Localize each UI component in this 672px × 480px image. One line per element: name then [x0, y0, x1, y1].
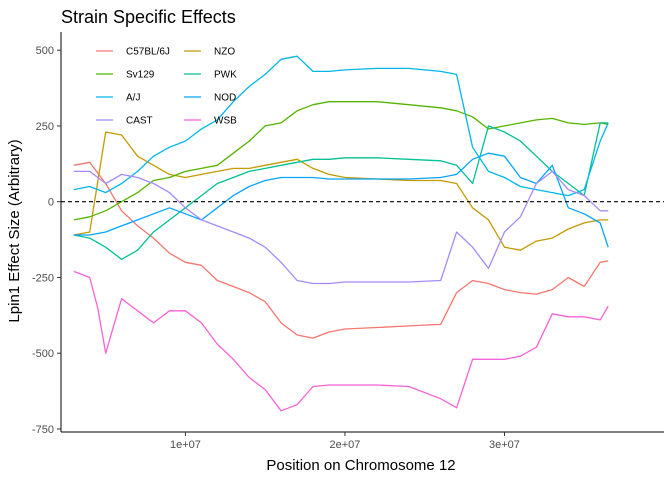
legend-label-a-j: A/J	[126, 93, 140, 104]
legend-label-nzo: NZO	[214, 47, 235, 58]
series-line-pwk	[73, 122, 609, 260]
y-tick-label: -250	[32, 272, 54, 284]
series-line-nod	[73, 152, 609, 248]
series-line-wsb	[73, 270, 609, 412]
x-tick-label: 2e+07	[329, 439, 360, 451]
x-tick-label: 1e+07	[170, 439, 201, 451]
legend: C57BL/6J NZO Sv129 PWK A/J NOD CAST WSB	[96, 47, 237, 127]
x-tick-label: 3e+07	[489, 439, 520, 451]
legend-label-nod: NOD	[214, 93, 236, 104]
series-line-nzo	[73, 131, 609, 251]
x-axis-ticks: 1e+07 2e+07 3e+07	[170, 432, 520, 451]
series-lines	[73, 55, 609, 412]
legend-label-c57bl-6j: C57BL/6J	[126, 47, 170, 58]
chart-title: Strain Specific Effects	[61, 7, 236, 27]
series-line-sv129	[73, 101, 609, 221]
y-tick-label: 500	[36, 45, 54, 57]
series-line-cast	[73, 170, 609, 285]
legend-label-sv129: Sv129	[126, 70, 155, 81]
y-tick-label: 0	[48, 197, 54, 209]
y-tick-label: -750	[32, 424, 54, 436]
legend-label-wsb: WSB	[214, 116, 237, 127]
legend-label-pwk: PWK	[214, 70, 237, 81]
series-line-c57bl-6j	[73, 161, 609, 339]
x-axis-title: Position on Chromosome 12	[266, 457, 455, 474]
legend-label-cast: CAST	[126, 116, 153, 127]
y-tick-label: 250	[36, 121, 54, 133]
y-tick-label: -500	[32, 348, 54, 360]
y-axis-title: Lpin1 Effect Size (Arbitrary)	[6, 139, 23, 322]
y-axis-ticks: -750 -500 -250 0 250 500	[32, 45, 61, 436]
